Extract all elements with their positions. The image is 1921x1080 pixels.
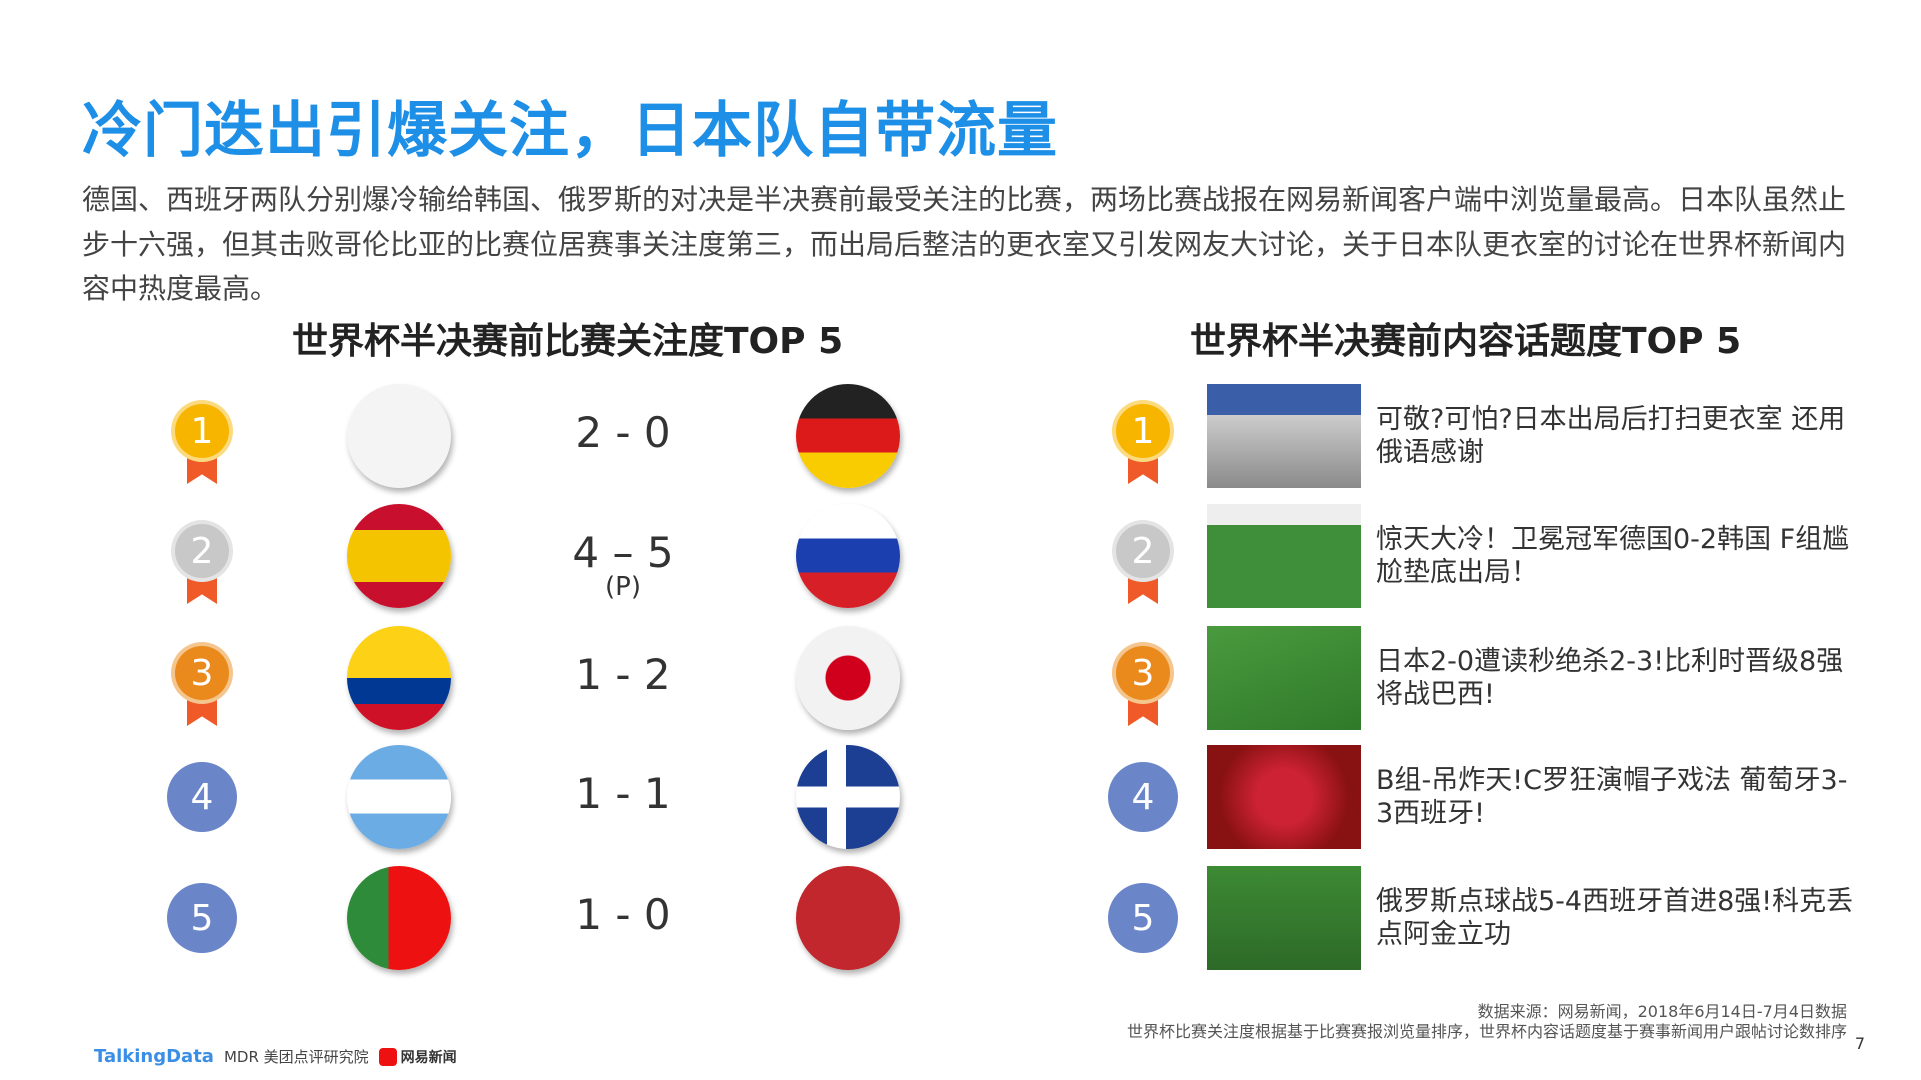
flag-spain: [347, 504, 451, 608]
news-thumbnail[interactable]: [1207, 384, 1361, 488]
news-headline[interactable]: 俄罗斯点球战5-4西班牙首进8强!科克丢点阿金立功: [1376, 886, 1854, 950]
method-note: 世界杯比赛关注度根据基于比赛赛报浏览量排序，世界杯内容话题度基于赛事新闻用户跟帖…: [1126, 1022, 1847, 1041]
news-headline[interactable]: 可敬?可怕?日本出局后打扫更衣室 还用俄语感谢: [1376, 404, 1846, 468]
medal-icon: 2: [171, 520, 233, 610]
match-score: 4 – 5: [572, 528, 674, 577]
source-note: 数据来源：网易新闻，2018年6月14日-7月4日数据: [1477, 1002, 1847, 1021]
flag-colombia: [347, 626, 451, 730]
flag-iceland: [796, 745, 900, 849]
news-headline[interactable]: B组-吊炸天!C罗狂演帽子戏法 葡萄牙3-3西班牙!: [1376, 765, 1848, 829]
flag-korea: [347, 384, 451, 488]
footer-logos: TalkingData MDR 美团点评研究院 网易新闻: [94, 1046, 457, 1067]
penalty-note: (P): [605, 572, 641, 602]
medal-icon: 3: [1112, 642, 1174, 732]
page-number: 7: [1854, 1034, 1865, 1053]
netease-logo: 网易新闻: [400, 1049, 457, 1066]
rank-badge: 4: [167, 762, 237, 832]
news-thumbnail[interactable]: [1207, 504, 1361, 608]
flag-argentina: [347, 745, 451, 849]
medal-icon: 3: [171, 642, 233, 732]
rank-badge: 5: [167, 883, 237, 953]
flag-portugal: [347, 866, 451, 970]
left-section-title: 世界杯半决赛前比赛关注度TOP 5: [292, 321, 844, 362]
talkingdata-logo: TalkingData: [94, 1046, 214, 1067]
description: 德国、西班牙两队分别爆冷输给韩国、俄罗斯的对决是半决赛前最受关注的比赛，两场比赛…: [82, 183, 1847, 305]
news-headline[interactable]: 惊天大冷！卫冕冠军德国0-2韩国 F组尴尬垫底出局！: [1376, 524, 1850, 588]
match-score: 1 - 1: [575, 769, 671, 818]
mdr-logo: MDR 美团点评研究院: [223, 1048, 369, 1066]
page-title: 冷门迭出引爆关注，日本队自带流量: [82, 96, 1058, 166]
medal-icon: 1: [1112, 400, 1174, 490]
match-score: 1 - 2: [575, 650, 671, 699]
right-section-title: 世界杯半决赛前内容话题度TOP 5: [1190, 321, 1742, 362]
match-score: 1 - 0: [575, 890, 671, 939]
news-thumbnail[interactable]: [1207, 866, 1361, 970]
flag-russia: [796, 504, 900, 608]
news-thumbnail[interactable]: [1207, 745, 1361, 849]
rank-badge: 5: [1108, 883, 1178, 953]
match-score: 2 - 0: [575, 408, 671, 457]
flag-germany: [796, 384, 900, 488]
flag-japan: [796, 626, 900, 730]
rank-badge: 4: [1108, 762, 1178, 832]
flag-morocco: [796, 866, 900, 970]
news-headline[interactable]: 日本2-0遭读秒绝杀2-3!比利时晋级8强将战巴西!: [1376, 646, 1844, 710]
medal-icon: 2: [1112, 520, 1174, 610]
medal-icon: 1: [171, 400, 233, 490]
news-thumbnail[interactable]: [1207, 626, 1361, 730]
netease-icon: [378, 1047, 397, 1066]
